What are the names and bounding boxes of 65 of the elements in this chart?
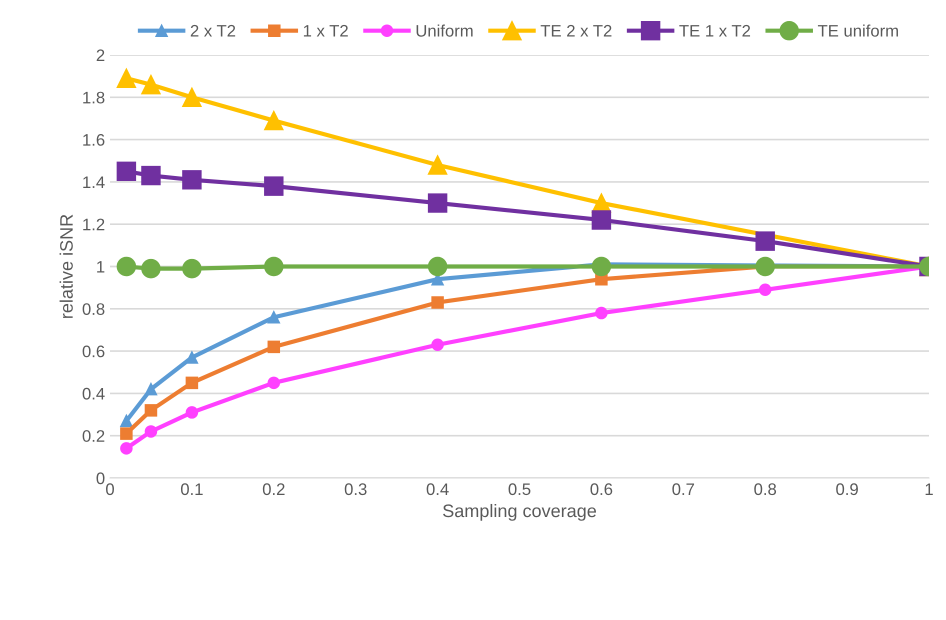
- y-tick-label: 0.8: [82, 303, 104, 316]
- point: [144, 404, 158, 417]
- x-tick-label: 0.4: [426, 483, 449, 496]
- point: [120, 427, 133, 440]
- point: [755, 231, 775, 251]
- point: [144, 382, 158, 396]
- x-tick-label: 0.5: [508, 483, 530, 496]
- point: [264, 176, 284, 196]
- point: [268, 376, 280, 390]
- x-tick-label: 0.1: [180, 483, 203, 496]
- point: [264, 256, 284, 276]
- x-tick-label: 0.8: [754, 483, 776, 496]
- y-tick-label: 1: [97, 261, 104, 273]
- x-tick-label: 0.3: [344, 483, 367, 496]
- point: [592, 210, 612, 230]
- x-tick-label: 0.9: [836, 483, 858, 496]
- point: [592, 256, 612, 276]
- point: [116, 68, 136, 88]
- point: [182, 258, 202, 278]
- x-tick-label: 0.2: [262, 483, 285, 496]
- y-tick-label: 0.6: [82, 346, 104, 358]
- x-tick-label: 0.6: [590, 483, 612, 496]
- point: [116, 162, 136, 182]
- point: [428, 256, 448, 276]
- point: [144, 425, 158, 438]
- point: [264, 110, 284, 130]
- point: [428, 193, 448, 213]
- point: [116, 256, 136, 276]
- point: [186, 376, 198, 390]
- legend-label: TE uniform: [818, 24, 898, 37]
- y-tick-label: 1.6: [83, 134, 104, 146]
- y-axis-title: relative iSNR: [60, 214, 73, 318]
- y-tick-label: 1.4: [83, 176, 105, 188]
- y-tick-label: 0.2: [82, 430, 104, 442]
- x-tick-label: 0: [106, 483, 114, 496]
- legend-label: Uniform: [416, 24, 473, 37]
- point: [758, 284, 772, 296]
- point: [141, 74, 161, 94]
- point: [755, 256, 775, 276]
- point: [431, 296, 444, 309]
- point: [268, 311, 280, 324]
- legend-label: TE 2 x T2: [540, 24, 612, 37]
- y-tick-label: 2: [96, 49, 104, 62]
- y-tick-label: 1.2: [83, 218, 104, 230]
- point: [268, 340, 280, 354]
- x-tick-label: 1: [926, 483, 933, 495]
- point: [431, 338, 444, 352]
- legend-label: TE 1 x T2: [679, 24, 750, 37]
- point: [595, 306, 608, 320]
- y-tick-label: 0.4: [82, 388, 105, 400]
- point: [182, 170, 202, 190]
- point: [186, 351, 198, 364]
- point: [186, 406, 198, 419]
- point: [182, 88, 202, 108]
- legend-label: 1 x T2: [304, 24, 348, 37]
- point: [141, 258, 161, 278]
- point: [120, 442, 133, 455]
- point: [141, 166, 161, 186]
- legend-label: 2 x T2: [190, 24, 236, 37]
- point: [120, 414, 133, 428]
- y-tick-label: 0: [96, 472, 104, 484]
- y-tick-label: 1.8: [83, 92, 104, 104]
- x-axis-title: Sampling coverage: [443, 504, 596, 521]
- point: [428, 155, 448, 175]
- x-tick-label: 0.7: [672, 483, 694, 496]
